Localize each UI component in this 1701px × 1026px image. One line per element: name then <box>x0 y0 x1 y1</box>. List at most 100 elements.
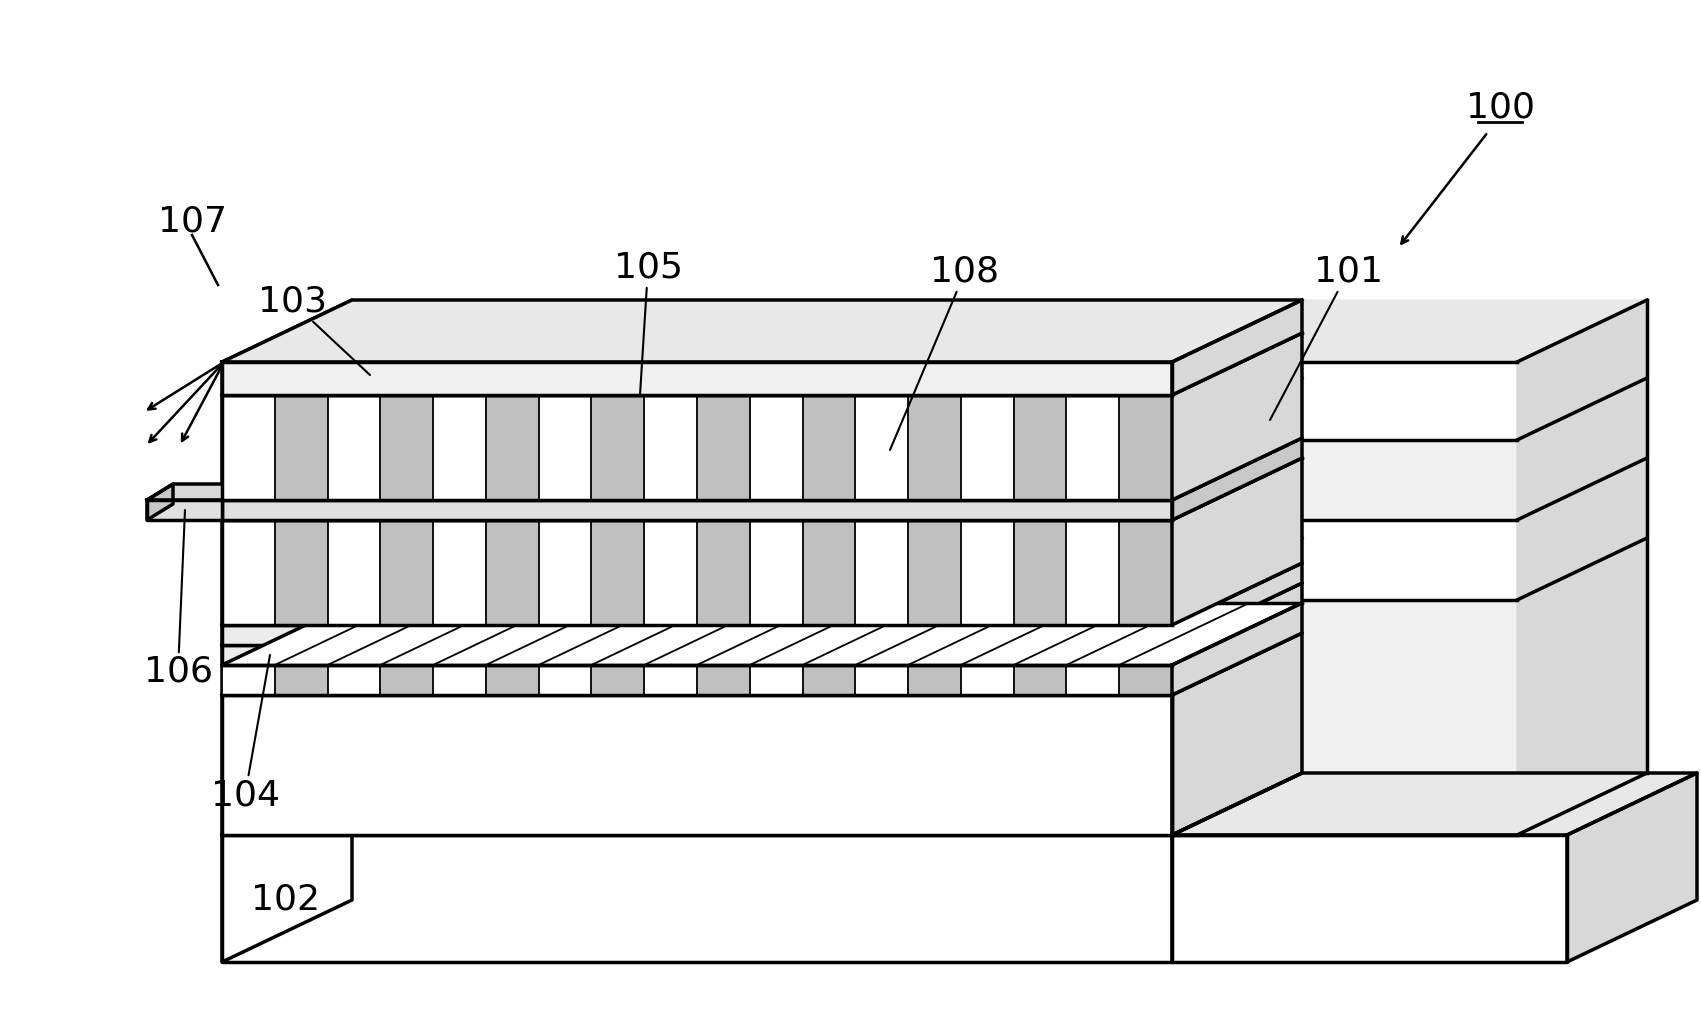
Polygon shape <box>1067 665 1119 695</box>
Polygon shape <box>1014 333 1196 395</box>
Polygon shape <box>908 520 961 625</box>
Polygon shape <box>1517 458 1647 600</box>
Polygon shape <box>381 520 434 625</box>
Polygon shape <box>803 333 985 395</box>
Polygon shape <box>223 300 1301 362</box>
Polygon shape <box>1119 458 1301 520</box>
Polygon shape <box>486 458 668 520</box>
Polygon shape <box>223 395 1172 500</box>
Polygon shape <box>539 520 592 625</box>
Polygon shape <box>592 458 774 520</box>
Polygon shape <box>1014 520 1067 625</box>
Polygon shape <box>592 395 645 500</box>
Polygon shape <box>381 458 563 520</box>
Polygon shape <box>328 520 381 625</box>
Polygon shape <box>1172 583 1301 665</box>
Polygon shape <box>434 395 486 500</box>
Polygon shape <box>1172 458 1301 625</box>
Text: 104: 104 <box>211 655 279 812</box>
Polygon shape <box>1172 520 1517 600</box>
Polygon shape <box>592 665 645 695</box>
Polygon shape <box>223 695 1172 835</box>
Polygon shape <box>1014 458 1196 520</box>
Polygon shape <box>1172 438 1301 520</box>
Text: 103: 103 <box>257 285 371 374</box>
Text: 101: 101 <box>1271 255 1383 420</box>
Polygon shape <box>1172 440 1517 520</box>
Polygon shape <box>645 395 697 500</box>
Polygon shape <box>1517 378 1647 520</box>
Polygon shape <box>276 458 458 520</box>
Polygon shape <box>223 645 1172 665</box>
Polygon shape <box>381 665 434 695</box>
Polygon shape <box>750 665 803 695</box>
Polygon shape <box>276 395 328 500</box>
Polygon shape <box>750 395 803 500</box>
Polygon shape <box>146 500 223 520</box>
Polygon shape <box>697 333 879 395</box>
Polygon shape <box>1172 835 1567 962</box>
Polygon shape <box>961 665 1014 695</box>
Polygon shape <box>697 395 750 500</box>
Polygon shape <box>328 395 381 500</box>
Polygon shape <box>1517 538 1647 835</box>
Polygon shape <box>381 333 563 395</box>
Polygon shape <box>539 395 592 500</box>
Polygon shape <box>856 520 908 625</box>
Polygon shape <box>1014 665 1067 695</box>
Polygon shape <box>146 484 248 500</box>
Polygon shape <box>592 520 645 625</box>
Polygon shape <box>908 333 1090 395</box>
Polygon shape <box>1119 520 1172 625</box>
Polygon shape <box>223 633 1301 695</box>
Polygon shape <box>486 665 539 695</box>
Polygon shape <box>276 665 328 695</box>
Polygon shape <box>223 773 1301 835</box>
Polygon shape <box>803 395 856 500</box>
Text: 108: 108 <box>890 255 1000 450</box>
Polygon shape <box>434 520 486 625</box>
Polygon shape <box>1119 395 1172 500</box>
Text: 100: 100 <box>1466 91 1534 125</box>
Polygon shape <box>592 333 774 395</box>
Polygon shape <box>1067 395 1119 500</box>
Polygon shape <box>856 395 908 500</box>
Polygon shape <box>223 835 1172 962</box>
Polygon shape <box>486 333 668 395</box>
Polygon shape <box>223 458 1301 520</box>
Polygon shape <box>434 665 486 695</box>
Polygon shape <box>1119 665 1172 695</box>
Polygon shape <box>223 520 276 625</box>
Polygon shape <box>1172 600 1517 835</box>
Polygon shape <box>697 520 750 625</box>
Polygon shape <box>223 395 276 500</box>
Polygon shape <box>381 395 434 500</box>
Polygon shape <box>803 665 856 695</box>
Polygon shape <box>539 665 592 695</box>
Polygon shape <box>223 665 276 695</box>
Polygon shape <box>1172 633 1301 835</box>
Polygon shape <box>328 665 381 695</box>
Polygon shape <box>223 520 1172 625</box>
Polygon shape <box>697 458 879 520</box>
Polygon shape <box>1172 333 1301 500</box>
Polygon shape <box>223 563 1301 625</box>
Polygon shape <box>1172 362 1517 440</box>
Polygon shape <box>486 395 539 500</box>
Polygon shape <box>223 438 1301 500</box>
Text: 105: 105 <box>614 251 682 395</box>
Polygon shape <box>223 665 1172 695</box>
Polygon shape <box>856 665 908 695</box>
Polygon shape <box>1172 603 1301 695</box>
Text: 102: 102 <box>250 883 320 917</box>
Polygon shape <box>908 665 961 695</box>
Polygon shape <box>223 603 1301 665</box>
Text: 106: 106 <box>143 510 213 689</box>
Polygon shape <box>486 520 539 625</box>
Polygon shape <box>1517 300 1647 440</box>
Polygon shape <box>223 500 1172 520</box>
Polygon shape <box>276 333 458 395</box>
Polygon shape <box>750 520 803 625</box>
Polygon shape <box>645 520 697 625</box>
Polygon shape <box>1067 520 1119 625</box>
